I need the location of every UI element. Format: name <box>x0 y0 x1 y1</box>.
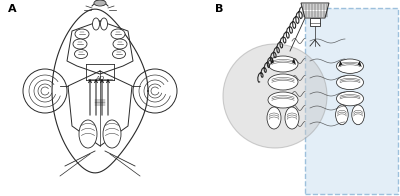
Ellipse shape <box>100 18 108 30</box>
Ellipse shape <box>73 39 87 49</box>
Polygon shape <box>358 61 362 67</box>
Ellipse shape <box>285 107 299 129</box>
Ellipse shape <box>79 120 97 148</box>
Text: A: A <box>8 4 17 14</box>
Ellipse shape <box>111 29 125 39</box>
Polygon shape <box>270 58 274 65</box>
Polygon shape <box>338 61 342 67</box>
Ellipse shape <box>336 91 364 106</box>
Circle shape <box>223 44 327 148</box>
Polygon shape <box>292 58 296 65</box>
Bar <box>310 18 320 26</box>
Ellipse shape <box>336 105 348 125</box>
Ellipse shape <box>75 29 89 39</box>
Circle shape <box>23 69 67 113</box>
Ellipse shape <box>94 0 106 6</box>
Ellipse shape <box>74 50 88 58</box>
Text: B: B <box>215 4 223 14</box>
Polygon shape <box>301 3 329 18</box>
Ellipse shape <box>103 120 121 148</box>
Ellipse shape <box>112 50 126 58</box>
Ellipse shape <box>92 18 100 30</box>
Text: AD: AD <box>96 76 104 81</box>
Ellipse shape <box>268 56 298 72</box>
Ellipse shape <box>336 59 364 73</box>
Circle shape <box>133 69 177 113</box>
Ellipse shape <box>352 105 364 125</box>
Ellipse shape <box>268 92 298 108</box>
Ellipse shape <box>268 74 298 90</box>
Bar <box>305 8 398 194</box>
Ellipse shape <box>267 107 281 129</box>
Ellipse shape <box>336 75 364 90</box>
Ellipse shape <box>113 39 127 49</box>
